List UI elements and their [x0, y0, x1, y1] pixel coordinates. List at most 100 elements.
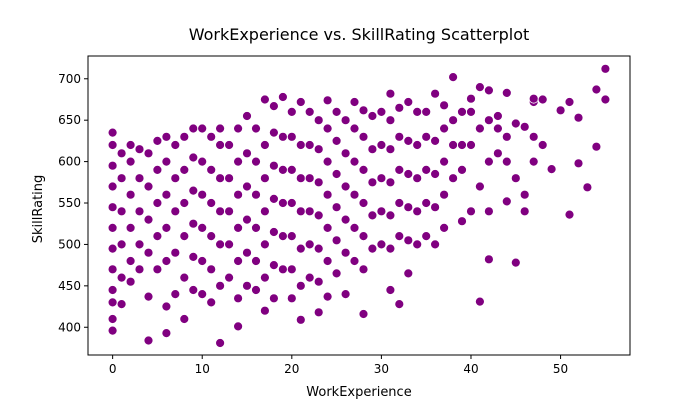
- scatter-point: [152, 164, 163, 175]
- scatter-point: [421, 164, 432, 175]
- scatter-point: [394, 102, 405, 113]
- scatter-point: [206, 131, 217, 142]
- scatter-point: [251, 123, 261, 134]
- scatter-point: [483, 206, 494, 217]
- scatter-point: [286, 107, 297, 117]
- scatter-point: [233, 123, 244, 134]
- scatter-point: [116, 239, 127, 250]
- scatter-point: [448, 115, 459, 126]
- scatter-point: [134, 239, 145, 250]
- scatter-point: [546, 164, 557, 175]
- scatter-point: [242, 214, 252, 225]
- scatter-point: [358, 131, 369, 142]
- scatter-point: [394, 299, 405, 310]
- scatter-point: [277, 131, 288, 142]
- scatter-point: [215, 140, 226, 150]
- scatter-point: [277, 164, 288, 175]
- scatter-point: [179, 231, 190, 242]
- scatter-point: [304, 239, 315, 250]
- scatter-point: [268, 293, 279, 304]
- scatter-point: [116, 206, 127, 217]
- scatter-point: [286, 131, 297, 142]
- scatter-point: [600, 63, 611, 74]
- plot-frame: [87, 55, 631, 356]
- scatter-point: [179, 314, 190, 324]
- scatter-point: [501, 131, 512, 142]
- scatter-point: [188, 152, 199, 163]
- scatter-point: [143, 247, 154, 258]
- scatter-point: [331, 202, 342, 213]
- scatter-point: [125, 222, 136, 233]
- scatter-point: [152, 231, 163, 242]
- scatter-point: [313, 210, 324, 221]
- scatter-point: [295, 206, 306, 217]
- scatter-point: [215, 280, 226, 291]
- x-tick-label: 10: [195, 362, 210, 376]
- scatter-point: [268, 127, 279, 138]
- scatter-point: [340, 181, 351, 192]
- scatter-point: [331, 169, 342, 179]
- scatter-point: [376, 173, 387, 184]
- scatter-point: [107, 314, 118, 324]
- scatter-point: [143, 214, 154, 225]
- scatter-point: [591, 141, 602, 152]
- scatter-point: [295, 243, 306, 254]
- y-axis-label: SkillRating: [31, 175, 46, 244]
- scatter-point: [313, 144, 324, 155]
- scatter-point: [259, 239, 270, 250]
- scatter-point: [152, 198, 163, 208]
- scatter-point: [206, 264, 217, 275]
- scatter-point: [206, 198, 217, 208]
- scatter-point: [134, 206, 145, 217]
- scatter-point: [430, 135, 441, 146]
- y-tick-label: 550: [58, 196, 81, 210]
- scatter-point: [161, 301, 172, 312]
- scatter-point: [161, 131, 172, 142]
- scatter-point: [421, 231, 432, 242]
- scatter-point: [179, 131, 190, 142]
- scatter-point: [197, 123, 208, 134]
- scatter-point: [197, 189, 208, 200]
- scatter-point: [358, 198, 369, 208]
- scatter-point: [340, 289, 351, 300]
- x-tick-label: 0: [109, 362, 117, 376]
- scatter-point: [492, 111, 503, 121]
- scatter-point: [367, 210, 378, 221]
- scatter-point: [134, 264, 145, 275]
- scatter-point: [277, 231, 288, 242]
- scatter-point: [251, 189, 261, 200]
- scatter-point: [600, 94, 611, 105]
- scatter-point: [448, 173, 459, 184]
- scatter-point: [277, 92, 288, 102]
- scatter-point: [457, 216, 467, 227]
- scatter-point: [483, 254, 494, 265]
- scatter-point: [161, 328, 172, 339]
- scatter-point: [143, 148, 154, 159]
- scatter-point: [286, 164, 297, 175]
- scatter-point: [134, 173, 145, 184]
- scatter-point: [322, 189, 333, 200]
- scatter-point: [474, 82, 485, 92]
- scatter-point: [376, 239, 387, 250]
- scatter-point: [367, 144, 378, 155]
- scatter-point: [295, 97, 306, 107]
- scatter-point: [349, 189, 360, 200]
- scatter-point: [233, 156, 244, 167]
- scatter-point: [233, 222, 244, 233]
- scatter-point: [322, 95, 333, 106]
- scatter-point: [483, 85, 494, 96]
- scatter-point: [394, 131, 405, 142]
- scatter-point: [125, 156, 136, 167]
- scatter-point: [188, 185, 199, 196]
- scatter-point: [206, 231, 217, 242]
- scatter-point: [322, 256, 333, 266]
- scatter-point: [107, 264, 118, 275]
- scatter-point: [286, 231, 297, 242]
- scatter-point: [457, 164, 467, 175]
- scatter-point: [376, 206, 387, 217]
- scatter-point: [295, 173, 306, 184]
- scatter-point: [466, 140, 476, 150]
- scatter-point: [268, 260, 279, 271]
